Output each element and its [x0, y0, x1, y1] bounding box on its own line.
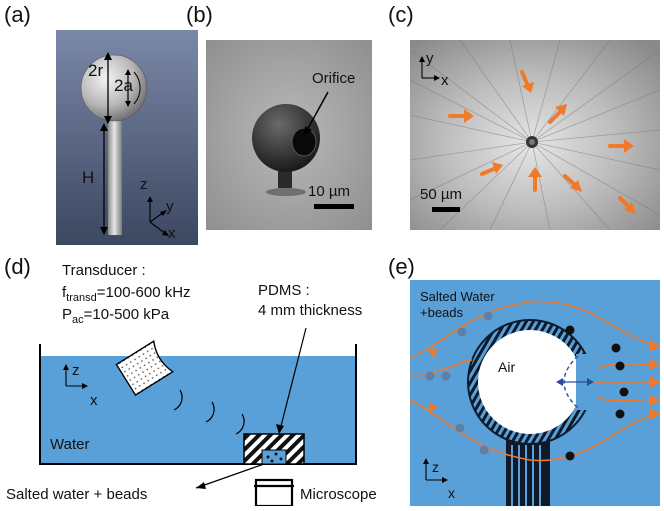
panel-a-axis-y: y	[166, 198, 174, 215]
panel-d-setup-diagram	[0, 250, 400, 508]
panel-b-sem-image	[206, 40, 372, 230]
pressure-subscript: ac	[72, 314, 84, 326]
panel-c-axis-y: y	[426, 50, 434, 67]
dim-2a-label: 2a	[114, 76, 133, 95]
panel-a-figure	[56, 30, 198, 245]
panel-a-axis-z: z	[140, 176, 148, 193]
frequency-subscript: transd	[66, 292, 97, 304]
panel-c-axis-x: x	[441, 72, 449, 89]
panel-e-axis-x: x	[448, 485, 455, 501]
transducer-frequency: ftransd=100-600 kHz	[62, 284, 191, 307]
panel-e-salted-line2: +beads	[420, 305, 464, 320]
panel-c-scale-label: 50 µm	[420, 186, 462, 203]
salted-water-label: Salted water + beads	[6, 486, 148, 503]
panel-e-flow-diagram	[410, 280, 660, 506]
dim-2r-label: 2r	[88, 61, 104, 80]
panel-d-axis-x: x	[90, 392, 98, 409]
panel-c-label: (c)	[388, 2, 414, 27]
pdms-label-line2: 4 mm thickness	[258, 302, 363, 319]
dim-h-label: H	[82, 168, 95, 187]
panel-e-salted-line1: Salted Water	[420, 289, 495, 304]
water-label: Water	[50, 436, 90, 453]
panel-e-label: (e)	[388, 254, 415, 279]
frequency-value: =100-600 kHz	[96, 284, 191, 301]
orifice-label: Orifice	[312, 70, 356, 87]
pressure-value: =10-500 kPa	[83, 306, 170, 323]
panel-a-label: (a)	[4, 2, 31, 27]
panel-a-axis-x: x	[168, 225, 176, 242]
panel-b-label: (b)	[186, 2, 213, 27]
pdms-label-line1: PDMS :	[258, 282, 310, 299]
panel-b-scale-label: 10 µm	[308, 183, 350, 200]
transducer-title: Transducer :	[62, 262, 146, 279]
panel-d-axis-z: z	[72, 362, 80, 379]
panel-e-axis-z: z	[432, 459, 439, 475]
microscope-label: Microscope	[300, 486, 377, 503]
panel-c-micrograph	[409, 39, 661, 231]
transducer-pressure: Pac=10-500 kPa	[62, 306, 169, 329]
air-label: Air	[498, 359, 516, 375]
pressure-symbol: P	[62, 306, 73, 323]
panel-d-label: (d)	[4, 254, 31, 279]
frequency-symbol: f	[62, 284, 67, 301]
